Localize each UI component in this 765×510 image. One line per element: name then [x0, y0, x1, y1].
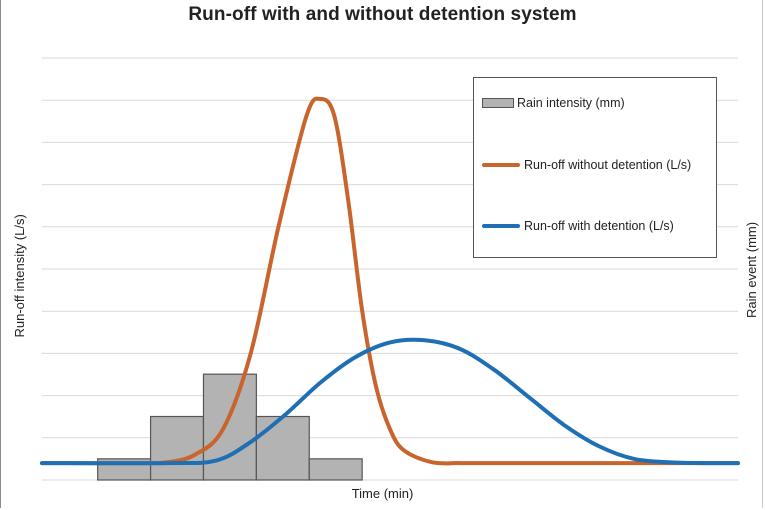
rain-bar [149, 415, 205, 481]
x-axis-label: Time (min) [351, 486, 414, 501]
runoff-without-detention-line [40, 96, 740, 466]
legend-item-with-detention: Run-off with detention (L/s) [482, 219, 674, 233]
legend-label-without-detention: Run-off without detention (L/s) [524, 158, 692, 172]
legend-swatch-with-detention [482, 224, 520, 228]
chart-title: Run-off with and without detention syste… [188, 4, 577, 25]
legend-swatch-rain [482, 98, 514, 108]
rain-bar [308, 458, 363, 481]
runoff-with-detention-line [40, 337, 740, 466]
legend-label-with-detention: Run-off with detention (L/s) [524, 219, 674, 233]
legend-item-without-detention: Run-off without detention (L/s) [482, 158, 691, 172]
legend-item-rain: Rain intensity (mm) [482, 96, 625, 110]
rain-bar [255, 415, 310, 481]
legend-label-rain: Rain intensity (mm) [517, 96, 625, 110]
rain-bar [202, 373, 257, 481]
legend: Rain intensity (mm) Run-off without dete… [473, 77, 717, 258]
legend-swatch-without-detention [482, 163, 520, 167]
